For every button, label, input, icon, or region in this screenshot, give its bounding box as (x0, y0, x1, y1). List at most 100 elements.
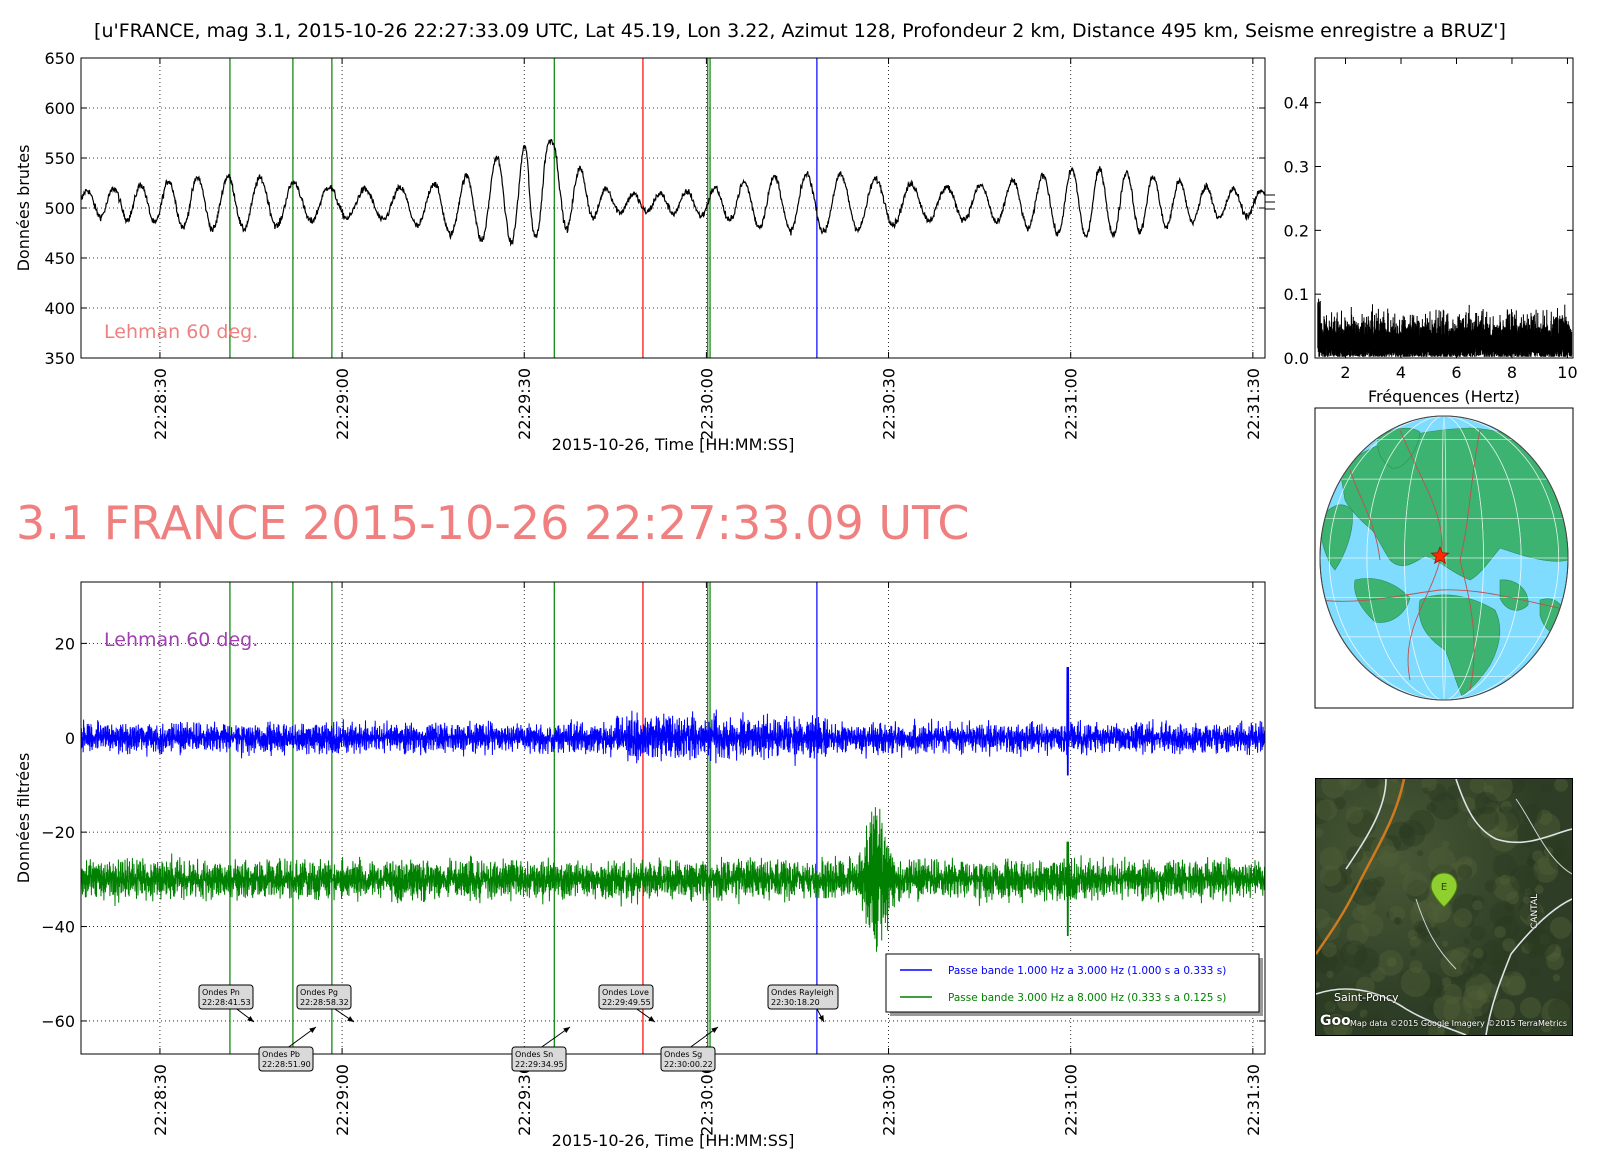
terrain-patch (1410, 900, 1439, 930)
terrain-patch (1467, 816, 1481, 830)
terrain-patch (1393, 917, 1401, 924)
terrain-patch (1461, 956, 1483, 978)
terrain-patch (1359, 1009, 1368, 1018)
terrain-patch (1360, 997, 1370, 1007)
spectrum-series (1317, 298, 1573, 357)
terrain-patch (1374, 876, 1386, 888)
terrain-patch (1324, 1000, 1336, 1012)
terrain-patch (1506, 975, 1527, 996)
meridian (1404, 416, 1484, 700)
terrain-patch (1427, 847, 1456, 876)
callout-box (198, 984, 254, 1010)
terrain-patch (1356, 896, 1376, 916)
terrain-patch (1528, 950, 1537, 959)
star-icon (1430, 545, 1450, 565)
terrain-patch (1500, 971, 1526, 996)
terrain-patch (1321, 942, 1337, 958)
terrain-patch (1552, 989, 1572, 1015)
terrain-patch (1319, 846, 1344, 871)
terrain-patch (1529, 966, 1541, 978)
terrain-patch (1547, 943, 1562, 959)
y-tick-label: 0.1 (1284, 285, 1309, 304)
callout-box (258, 1046, 314, 1072)
map-attribution: Map data ©2015 Google Imagery ©2015 Terr… (1350, 1019, 1567, 1028)
terrain-patch (1483, 784, 1494, 795)
terrain-patch (1467, 1015, 1476, 1023)
google-logo: Goo (1320, 1013, 1351, 1029)
x-tick-label: 10 (1557, 363, 1577, 382)
terrain-patch (1323, 868, 1348, 893)
terrain-patch (1426, 802, 1437, 813)
terrain-patch (1560, 860, 1572, 878)
callout-box (660, 1046, 716, 1072)
terrain-patch (1546, 952, 1564, 971)
terrain-patch (1483, 779, 1513, 802)
y-tick-label: 0 (65, 729, 75, 748)
x-tick-label: 22:31:00 (1062, 1064, 1081, 1136)
x-tick-label: 22:29:30 (515, 1064, 534, 1136)
y-axis-label: Données brutes (14, 145, 33, 272)
terrain-patch (1502, 938, 1516, 952)
terrain-patch (1563, 947, 1572, 962)
terrain-patch (1430, 792, 1458, 820)
callout-label: Ondes Sn (515, 1050, 553, 1059)
terrain-patch (1363, 882, 1375, 893)
terrain-patch (1492, 811, 1519, 838)
terrain-patch (1441, 983, 1462, 1004)
x-tick-label: 22:31:30 (1244, 1064, 1263, 1136)
terrain-patch (1484, 802, 1500, 817)
terrain-patch (1489, 822, 1519, 852)
y-tick-label: −40 (41, 918, 75, 937)
terrain-patch (1416, 921, 1432, 937)
raw-data-series (80, 139, 1266, 247)
terrain-patch (1433, 994, 1461, 1022)
terrain-patch (1443, 996, 1473, 1026)
terrain-patch (1370, 966, 1386, 982)
terrain-patch (1522, 804, 1542, 824)
terrain-patch (1475, 997, 1504, 1027)
terrain-patch (1386, 911, 1394, 919)
terrain-patch (1506, 891, 1520, 905)
terrain-patch (1402, 870, 1428, 897)
callout-label: Ondes Sg (664, 1050, 702, 1059)
terrain-patch (1527, 928, 1557, 958)
continent-4 (1320, 504, 1353, 571)
terrain-patch (1422, 932, 1433, 943)
terrain-patch (1527, 858, 1535, 865)
x-tick-label: 8 (1507, 363, 1517, 382)
terrain-patch (1446, 785, 1462, 800)
border-line (1320, 589, 1568, 611)
x-tick-label: 22:31:00 (1062, 368, 1081, 440)
map-pin-icon[interactable]: E (1430, 872, 1458, 908)
arrow-head-icon (648, 1016, 655, 1022)
globe-outline (1319, 415, 1569, 701)
terrain-patch (1316, 827, 1324, 838)
y-tick-label: 550 (44, 149, 75, 168)
terrain-patch (1548, 998, 1572, 1024)
terrain-patch (1338, 779, 1362, 791)
filtered-series-1 (80, 666, 1266, 776)
terrain-patch (1526, 889, 1537, 900)
x-tick-label: 22:29:00 (333, 368, 352, 440)
terrain-patch (1386, 956, 1397, 968)
terrain-patch (1492, 853, 1518, 879)
callout-time: 22:29:34.95 (515, 1060, 564, 1069)
callout-box (296, 984, 352, 1010)
terrain-patch (1494, 806, 1520, 832)
terrain-patch (1442, 940, 1449, 947)
y-tick-label: 350 (44, 349, 75, 368)
y-tick-label: 0.2 (1284, 221, 1309, 240)
terrain-patch (1352, 906, 1368, 922)
terrain-patch (1493, 915, 1520, 943)
terrain-patch (1541, 1021, 1552, 1033)
terrain-patch (1534, 885, 1544, 894)
terrain-patch (1518, 898, 1541, 921)
callout-box (511, 1046, 567, 1072)
terrain-patch (1472, 895, 1485, 908)
terrain-patch (1463, 990, 1490, 1017)
callout-label: Ondes Pg (300, 988, 338, 997)
callout-label: Ondes Love (602, 988, 649, 997)
terrain-patch (1316, 908, 1330, 929)
